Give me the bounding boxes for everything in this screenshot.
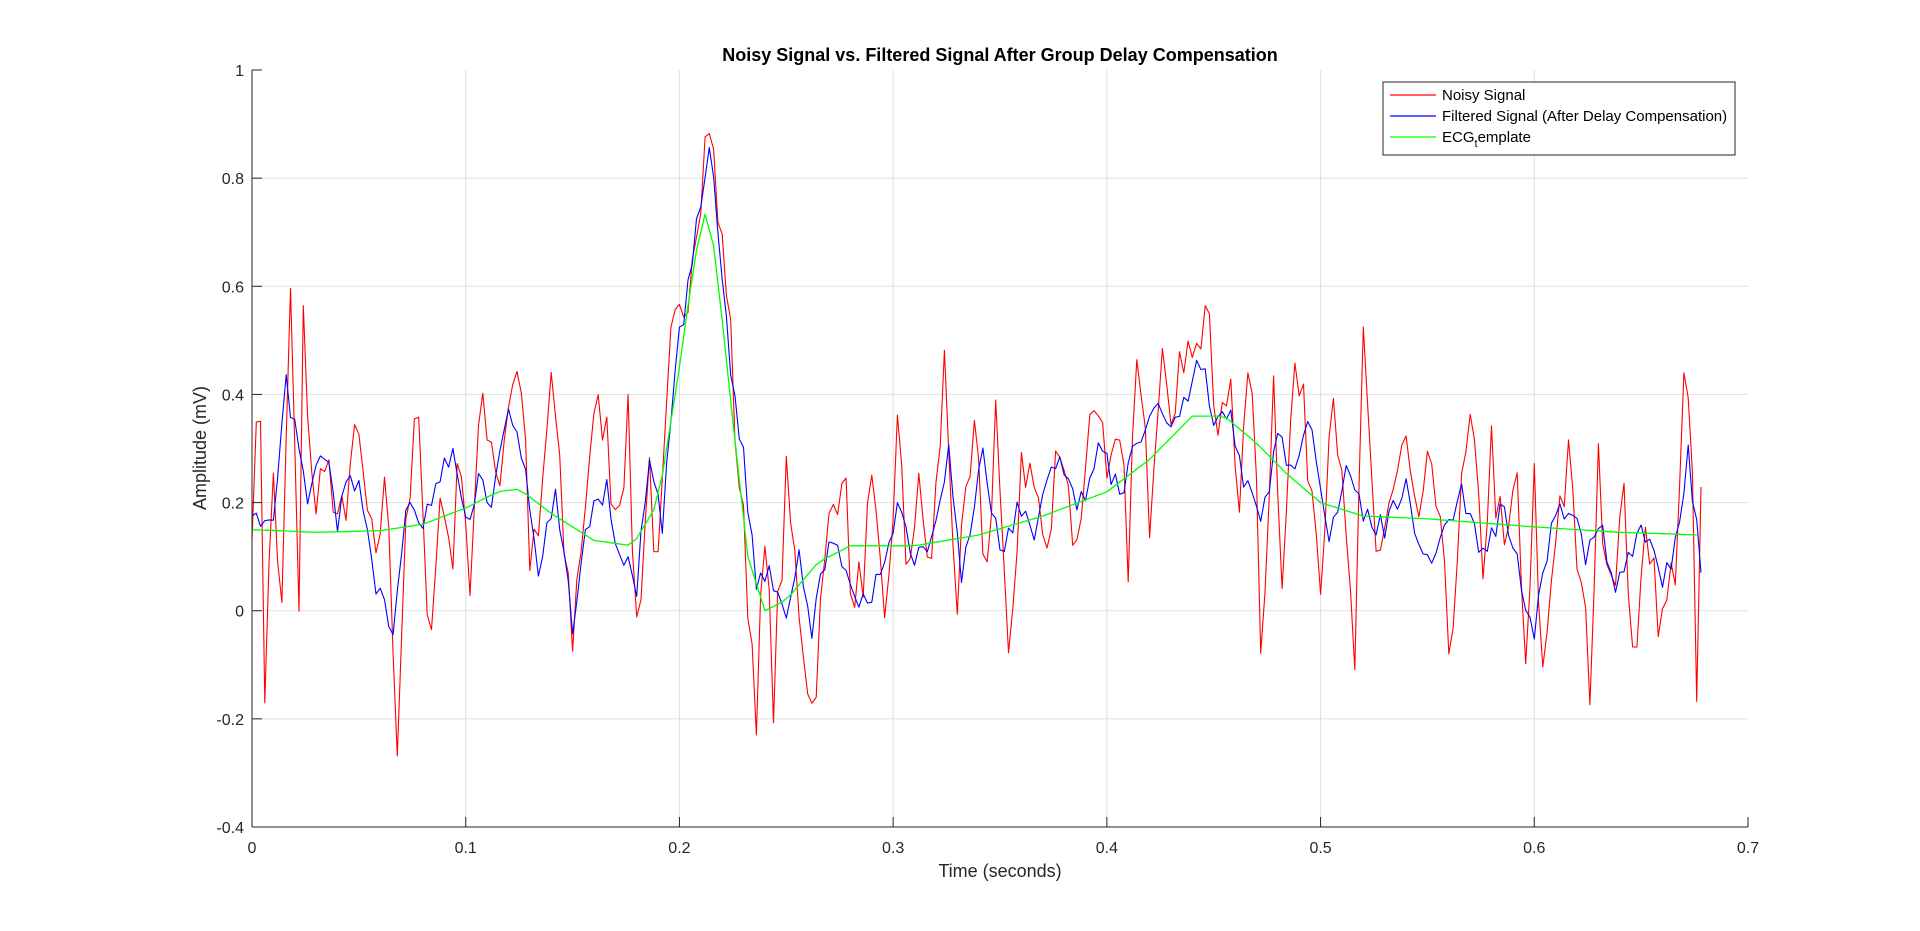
x-tick-label: 0.1 bbox=[455, 840, 477, 857]
x-tick-label: 0.2 bbox=[668, 840, 690, 857]
y-axis-label: Amplitude (mV) bbox=[190, 386, 210, 510]
y-tick-label: 0.2 bbox=[222, 496, 244, 513]
series-line-template bbox=[251, 213, 1697, 612]
legend-label-noisy: Noisy Signal bbox=[1442, 87, 1525, 104]
legend-label-template-main: ECG bbox=[1442, 129, 1475, 146]
x-axis-label: Time (seconds) bbox=[938, 861, 1061, 881]
y-tick-label: 0.6 bbox=[222, 279, 244, 296]
y-tick-label: 0.4 bbox=[222, 387, 244, 404]
legend-label-template-sub: t bbox=[1475, 138, 1478, 150]
y-tick-label: -0.2 bbox=[216, 712, 244, 729]
series-line-noisy bbox=[251, 133, 1702, 757]
legend-label-filtered: Filtered Signal (After Delay Compensatio… bbox=[1442, 108, 1727, 125]
tick-labels: 0 0.1 0.2 0.3 0.4 0.5 0.6 0.7 -0.4 -0.2 0 0.2 0.4 0.6… bbox=[216, 63, 1759, 857]
x-tick-label: 0.5 bbox=[1309, 840, 1331, 857]
series-line-filtered bbox=[251, 147, 1702, 640]
x-tick-label: 0.7 bbox=[1737, 840, 1759, 857]
legend: Noisy Signal Filtered Signal (After Dela… bbox=[1382, 81, 1736, 156]
x-tick-label: 0 bbox=[248, 840, 257, 857]
series-layer bbox=[251, 133, 1702, 757]
legend-label-template-rest: emplate bbox=[1478, 129, 1531, 146]
x-tick-label: 0.3 bbox=[882, 840, 904, 857]
y-tick-label: 0.8 bbox=[222, 171, 244, 188]
y-tick-label: 0 bbox=[235, 604, 244, 621]
axes bbox=[251, 70, 1748, 828]
grid bbox=[252, 70, 1748, 827]
x-tick-label: 0.4 bbox=[1096, 840, 1118, 857]
legend-label-template: ECGtemplate bbox=[1442, 129, 1531, 150]
plot-area bbox=[252, 70, 1748, 827]
legend-box bbox=[1382, 81, 1736, 156]
x-tick-label: 0.6 bbox=[1523, 840, 1545, 857]
y-tick-label: -0.4 bbox=[216, 820, 244, 837]
y-tick-label: 1 bbox=[235, 63, 244, 80]
chart-title: Noisy Signal vs. Filtered Signal After G… bbox=[722, 45, 1277, 65]
